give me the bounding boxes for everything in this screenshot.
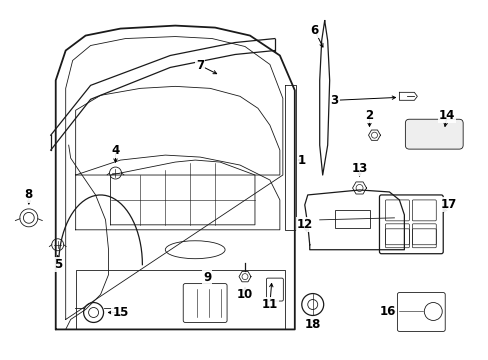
Text: 2: 2	[365, 109, 373, 122]
Text: 12: 12	[296, 218, 312, 231]
Text: 13: 13	[351, 162, 367, 175]
Bar	[334, 210, 369, 228]
Text: 15: 15	[112, 306, 128, 319]
Text: 5: 5	[54, 258, 61, 271]
Text: 17: 17	[440, 198, 456, 211]
Text: 16: 16	[379, 305, 395, 318]
Text: 1: 1	[297, 154, 305, 167]
Text: 8: 8	[25, 188, 33, 202]
Text: 7: 7	[196, 59, 204, 72]
Text: 3: 3	[330, 94, 338, 107]
Text: 10: 10	[236, 288, 253, 301]
Text: 4: 4	[111, 144, 120, 157]
Text: 9: 9	[203, 271, 211, 284]
Text: 14: 14	[438, 109, 454, 122]
Text: 6: 6	[310, 24, 318, 37]
Text: 18: 18	[304, 318, 320, 331]
FancyBboxPatch shape	[405, 119, 462, 149]
Text: 11: 11	[261, 298, 278, 311]
